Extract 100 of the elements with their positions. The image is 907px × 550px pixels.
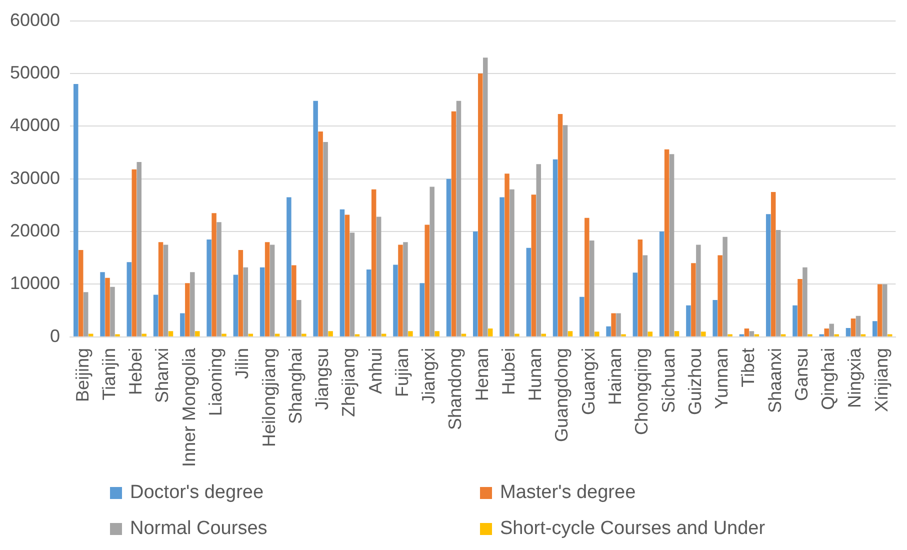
bar <box>158 242 164 336</box>
bar <box>195 331 200 336</box>
y-tick-label: 30000 <box>10 168 60 188</box>
bar <box>153 294 158 336</box>
x-tick-label: Tianjin <box>98 348 119 400</box>
bar <box>323 142 328 336</box>
x-tick-label: Beijing <box>72 348 92 402</box>
x-tick-label: Liaoning <box>206 348 226 416</box>
x-tick-label: Sichuan <box>658 348 678 413</box>
bar <box>83 292 88 336</box>
bar <box>850 318 856 336</box>
bar <box>770 192 776 336</box>
x-tick-label: Guizhou <box>684 348 705 415</box>
x-tick-label: Shaanxi <box>764 348 785 413</box>
bar <box>514 334 520 336</box>
bar <box>286 197 292 336</box>
x-tick-label: Xinjiang <box>871 348 892 412</box>
bar <box>478 73 483 336</box>
bar <box>872 321 878 336</box>
x-tick-label: Anhui <box>365 348 386 394</box>
bar <box>371 189 376 336</box>
bar <box>180 313 185 336</box>
bar <box>616 313 621 336</box>
legend-label: Normal Courses <box>130 518 268 540</box>
bar <box>393 264 398 336</box>
bar <box>110 286 115 336</box>
y-tick-label: 60000 <box>10 10 60 30</box>
bar <box>264 242 270 336</box>
bar <box>776 230 781 336</box>
bar <box>318 131 323 336</box>
bar <box>366 269 372 336</box>
bar <box>510 189 514 336</box>
bar <box>562 125 568 336</box>
bar <box>558 114 563 336</box>
bar <box>434 331 440 336</box>
x-tick-label: Jiangsu <box>312 348 332 410</box>
x-tick-label: Jilin <box>232 348 252 379</box>
x-tick-label: Guangdong <box>552 348 572 442</box>
bar <box>674 331 680 336</box>
bar <box>126 262 132 336</box>
bar <box>233 274 238 336</box>
bar <box>594 332 600 336</box>
bar <box>718 255 722 336</box>
bar <box>749 331 754 336</box>
x-tick-label: Qinghai <box>818 348 838 410</box>
x-tick-label: Gansu <box>791 348 812 401</box>
bar <box>190 272 195 336</box>
bar <box>606 326 611 336</box>
y-tick-label: 20000 <box>10 220 60 241</box>
bar <box>216 222 222 336</box>
bar <box>206 239 212 336</box>
bar <box>456 100 462 336</box>
x-tick-label: Hunan <box>525 348 546 401</box>
bar <box>105 278 110 336</box>
bar <box>100 272 105 336</box>
x-tick-label: Guangxi <box>578 348 598 415</box>
bar <box>659 232 664 336</box>
bar <box>292 265 296 336</box>
bar <box>744 328 750 336</box>
y-tick-label: 50000 <box>10 62 60 82</box>
y-tick-label: 40000 <box>10 115 60 136</box>
x-tick-label: Shanghai <box>285 348 306 424</box>
bar <box>802 267 808 336</box>
bar <box>552 159 558 336</box>
bar <box>691 263 696 336</box>
bar <box>403 242 408 336</box>
bar <box>420 283 424 336</box>
bar <box>664 149 670 336</box>
bar <box>408 331 413 336</box>
x-tick-label: Ningxia <box>844 346 865 408</box>
bar <box>185 283 190 336</box>
bar <box>856 316 861 336</box>
bar <box>243 267 248 336</box>
bar <box>526 248 532 336</box>
bar <box>701 332 706 336</box>
bar <box>260 267 265 336</box>
bar <box>696 244 701 336</box>
x-tick-label: Shanxi <box>152 348 172 403</box>
bar <box>638 239 643 336</box>
bar <box>74 84 78 336</box>
bar <box>398 244 403 336</box>
bar <box>168 331 174 336</box>
bar <box>584 218 590 336</box>
bar <box>328 331 333 336</box>
bar <box>642 255 648 336</box>
x-tick-label: Inner Mongolia <box>178 346 199 468</box>
bar <box>136 162 142 336</box>
legend-label: Doctor's degree <box>130 482 264 504</box>
bar <box>270 244 275 336</box>
bar <box>792 305 798 336</box>
bar <box>451 111 456 336</box>
bar <box>648 332 653 336</box>
bar <box>344 214 350 336</box>
bar <box>878 284 882 336</box>
x-tick-label: Zhejiang <box>338 348 359 417</box>
bar <box>222 334 226 336</box>
x-tick-label: Hubei <box>498 348 518 395</box>
legend-label: Short-cycle Courses and Under <box>500 518 766 540</box>
bar <box>829 324 834 336</box>
bar <box>611 313 616 336</box>
